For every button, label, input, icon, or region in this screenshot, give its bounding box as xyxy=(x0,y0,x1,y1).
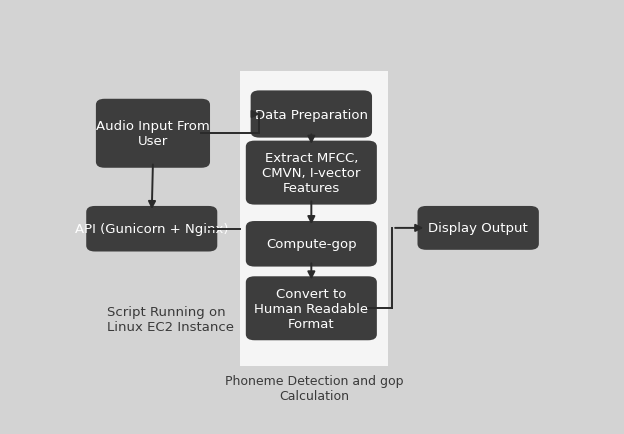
FancyBboxPatch shape xyxy=(86,207,217,252)
Text: Audio Input From
User: Audio Input From User xyxy=(96,120,210,148)
FancyBboxPatch shape xyxy=(246,276,377,341)
Text: Script Running on
Linux EC2 Instance: Script Running on Linux EC2 Instance xyxy=(107,306,234,333)
FancyBboxPatch shape xyxy=(246,221,377,267)
Text: Convert to
Human Readable
Format: Convert to Human Readable Format xyxy=(254,287,368,330)
Text: Extract MFCC,
CMVN, I-vector
Features: Extract MFCC, CMVN, I-vector Features xyxy=(262,152,361,195)
Text: Compute-gop: Compute-gop xyxy=(266,238,357,251)
FancyBboxPatch shape xyxy=(240,72,388,366)
FancyBboxPatch shape xyxy=(417,207,539,250)
Text: API (Gunicorn + Nginx): API (Gunicorn + Nginx) xyxy=(75,223,228,236)
FancyBboxPatch shape xyxy=(96,99,210,168)
FancyBboxPatch shape xyxy=(251,91,372,138)
Text: Data Preparation: Data Preparation xyxy=(255,108,368,121)
FancyBboxPatch shape xyxy=(246,141,377,205)
Text: Display Output: Display Output xyxy=(428,222,528,235)
Text: Phoneme Detection and gop
Calculation: Phoneme Detection and gop Calculation xyxy=(225,375,403,402)
